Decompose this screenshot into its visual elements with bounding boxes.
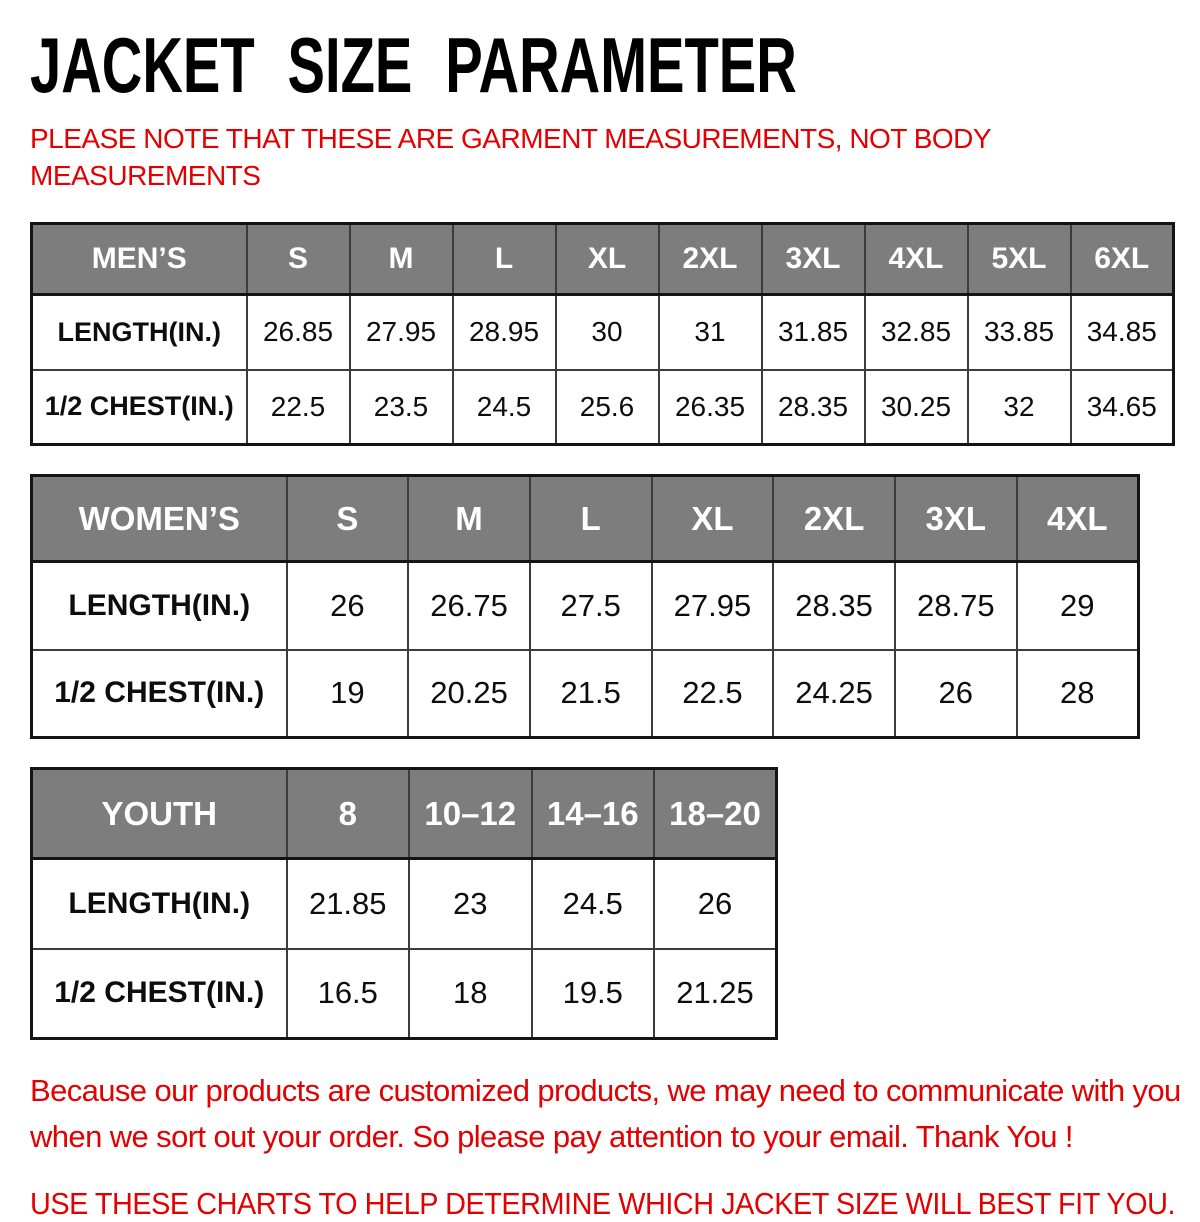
size-column-header: XL	[554, 222, 660, 296]
measurement-value: 22.5	[245, 368, 351, 446]
measurement-value: 16.5	[285, 947, 410, 1040]
size-column-header: 5XL	[966, 222, 1072, 296]
size-column-header: L	[528, 474, 653, 563]
measurement-value: 25.6	[554, 368, 660, 446]
measurement-value: 23.5	[348, 368, 454, 446]
table-row: LENGTH(IN.) 26.85 27.95 28.95 30 31 31.8…	[30, 293, 1175, 371]
measurement-row-label: LENGTH(IN.)	[30, 857, 288, 950]
measurement-value: 34.65	[1069, 368, 1175, 446]
chart-usage-instruction: USE THESE CHARTS TO HELP DETERMINE WHICH…	[30, 1186, 1176, 1221]
size-column-header: 14–16	[530, 767, 655, 860]
measurement-value: 30	[554, 293, 660, 371]
size-column-header: 4XL	[863, 222, 969, 296]
measurement-value: 19.5	[530, 947, 655, 1040]
youth-header-row: YOUTH 8 10–12 14–16 18–20	[30, 767, 778, 860]
note-line: PLEASE NOTE THAT THESE ARE GARMENT MEASU…	[30, 123, 992, 154]
measurement-row-label: 1/2 CHEST(IN.)	[30, 947, 288, 1040]
table-row: 1/2 CHEST(IN.) 16.5 18 19.5 21.25	[30, 947, 778, 1040]
measurement-value: 28.75	[893, 560, 1018, 651]
measurement-row-label: 1/2 CHEST(IN.)	[30, 368, 248, 446]
measurement-value: 26.85	[245, 293, 351, 371]
measurement-value: 27.95	[348, 293, 454, 371]
youth-table-title: YOUTH	[30, 767, 288, 860]
size-column-header: 8	[285, 767, 410, 860]
measurement-value: 24.5	[530, 857, 655, 950]
notice-line: Because our products are customized prod…	[30, 1073, 1181, 1108]
table-row: 1/2 CHEST(IN.) 19 20.25 21.5 22.5 24.25 …	[30, 648, 1140, 739]
youth-size-table: YOUTH 8 10–12 14–16 18–20 LENGTH(IN.) 21…	[30, 767, 778, 1040]
table-row: LENGTH(IN.) 26 26.75 27.5 27.95 28.35 28…	[30, 560, 1140, 651]
womens-table-title: WOMEN’S	[30, 474, 288, 563]
size-column-header: S	[285, 474, 410, 563]
measurement-row-label: LENGTH(IN.)	[30, 293, 248, 371]
measurement-value: 30.25	[863, 368, 969, 446]
note-line: MEASUREMENTS	[30, 160, 261, 191]
mens-size-table: MEN’S S M L XL 2XL 3XL 4XL 5XL 6XL LENGT…	[30, 222, 1175, 446]
table-row: 1/2 CHEST(IN.) 22.5 23.5 24.5 25.6 26.35…	[30, 368, 1175, 446]
size-column-header: M	[348, 222, 454, 296]
size-column-header: L	[451, 222, 557, 296]
measurement-value: 24.25	[772, 648, 896, 739]
measurement-value: 26	[653, 857, 778, 950]
measurement-value: 22.5	[650, 648, 775, 739]
measurement-value: 19	[285, 648, 410, 739]
size-column-header: 3XL	[893, 474, 1018, 563]
measurement-value: 33.85	[966, 293, 1072, 371]
measurement-value: 28.35	[760, 368, 866, 446]
size-column-header: XL	[650, 474, 775, 563]
measurement-value: 28.35	[772, 560, 896, 651]
size-column-header: 18–20	[653, 767, 778, 860]
measurement-value: 21.85	[285, 857, 410, 950]
measurement-row-label: LENGTH(IN.)	[30, 560, 288, 651]
measurement-value: 18	[408, 947, 533, 1040]
measurement-value: 21.5	[528, 648, 653, 739]
measurement-row-label: 1/2 CHEST(IN.)	[30, 648, 288, 739]
garment-measurement-note: PLEASE NOTE THAT THESE ARE GARMENT MEASU…	[30, 120, 1170, 194]
size-column-header: M	[407, 474, 531, 563]
mens-table-title: MEN’S	[30, 222, 248, 296]
size-column-header: 10–12	[408, 767, 533, 860]
measurement-value: 21.25	[653, 947, 778, 1040]
measurement-value: 32.85	[863, 293, 969, 371]
measurement-value: 26.35	[657, 368, 763, 446]
measurement-value: 31	[657, 293, 763, 371]
measurement-value: 34.85	[1069, 293, 1175, 371]
size-column-header: 2XL	[772, 474, 896, 563]
page-title: JACKET SIZE PARAMETER	[30, 21, 797, 109]
measurement-value: 26	[893, 648, 1018, 739]
measurement-value: 20.25	[407, 648, 531, 739]
size-column-header: S	[245, 222, 351, 296]
measurement-value: 23	[408, 857, 533, 950]
measurement-value: 26	[285, 560, 410, 651]
size-column-header: 3XL	[760, 222, 866, 296]
notice-line: when we sort out your order. So please p…	[30, 1119, 1073, 1154]
measurement-value: 27.5	[528, 560, 653, 651]
womens-header-row: WOMEN’S S M L XL 2XL 3XL 4XL	[30, 474, 1140, 563]
womens-size-table: WOMEN’S S M L XL 2XL 3XL 4XL LENGTH(IN.)…	[30, 474, 1140, 739]
measurement-value: 24.5	[451, 368, 557, 446]
size-column-header: 2XL	[657, 222, 763, 296]
mens-header-row: MEN’S S M L XL 2XL 3XL 4XL 5XL 6XL	[30, 222, 1175, 296]
measurement-value: 29	[1015, 560, 1140, 651]
size-column-header: 4XL	[1015, 474, 1140, 563]
measurement-value: 27.95	[650, 560, 775, 651]
measurement-value: 28	[1015, 648, 1140, 739]
measurement-value: 26.75	[407, 560, 531, 651]
measurement-value: 31.85	[760, 293, 866, 371]
measurement-value: 28.95	[451, 293, 557, 371]
table-row: LENGTH(IN.) 21.85 23 24.5 26	[30, 857, 778, 950]
measurement-value: 32	[966, 368, 1072, 446]
size-column-header: 6XL	[1069, 222, 1175, 296]
customization-notice: Because our products are customized prod…	[30, 1068, 1181, 1160]
